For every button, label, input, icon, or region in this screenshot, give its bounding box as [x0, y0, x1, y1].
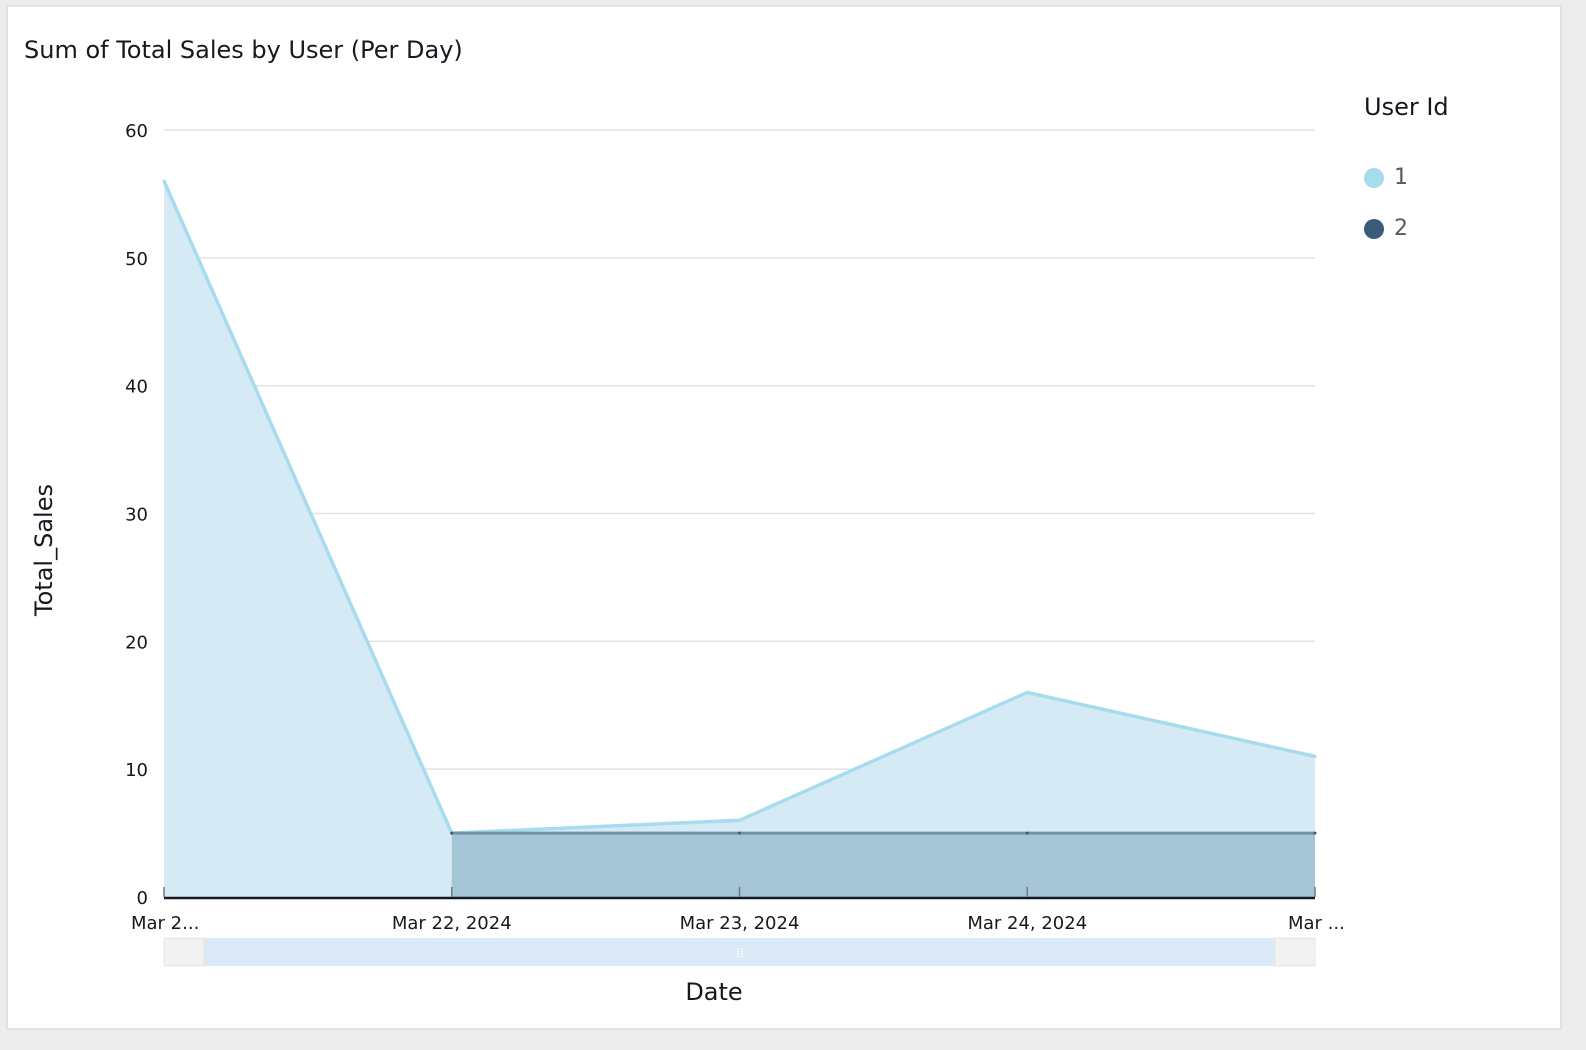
scrollbar-grip-icon: ⁞⁞ — [736, 946, 744, 960]
legend-title: User Id — [1364, 93, 1449, 121]
data-point — [1313, 831, 1317, 835]
y-axis-label: Total_Sales — [30, 484, 58, 617]
legend-label: 2 — [1394, 216, 1408, 241]
scrollbar-right-handle[interactable] — [1274, 937, 1316, 967]
legend-item-2[interactable]: 2 — [1364, 216, 1408, 241]
legend-dot-icon — [1364, 218, 1384, 239]
x-tick-label: Mar 2... — [131, 913, 199, 934]
data-point — [738, 831, 741, 835]
y-tick-label: 20 — [125, 632, 148, 653]
y-tick-label: 10 — [125, 760, 148, 781]
data-point — [738, 818, 741, 822]
x-tick-label: Mar 22, 2024 — [392, 913, 512, 934]
legend-label: 1 — [1394, 165, 1408, 190]
x-tick-label: Mar 23, 2024 — [680, 913, 800, 934]
data-point — [162, 179, 166, 183]
x-axis-label: Date — [685, 978, 742, 1006]
legend-item-1[interactable]: 1 — [1364, 165, 1408, 190]
scrollbar-left-handle[interactable] — [163, 937, 205, 967]
y-tick-label: 30 — [125, 505, 148, 526]
y-tick-label: 60 — [125, 121, 148, 142]
chart-title: Sum of Total Sales by User (Per Day) — [24, 36, 463, 64]
legend-dot-icon — [1364, 167, 1384, 188]
data-point — [1025, 690, 1029, 694]
x-tick-label: Mar 24, 2024 — [967, 913, 1087, 934]
data-point — [1313, 754, 1317, 758]
series-2-area — [451, 833, 1315, 897]
data-point — [1025, 831, 1029, 835]
data-point — [450, 831, 454, 835]
x-tick-label: Mar ... — [1288, 913, 1345, 934]
y-tick-label: 40 — [125, 377, 148, 398]
x-scrollbar-track[interactable] — [164, 938, 1315, 966]
y-tick-label: 50 — [125, 249, 148, 270]
series-1-area — [164, 181, 1315, 898]
y-tick-label: 0 — [137, 888, 148, 909]
